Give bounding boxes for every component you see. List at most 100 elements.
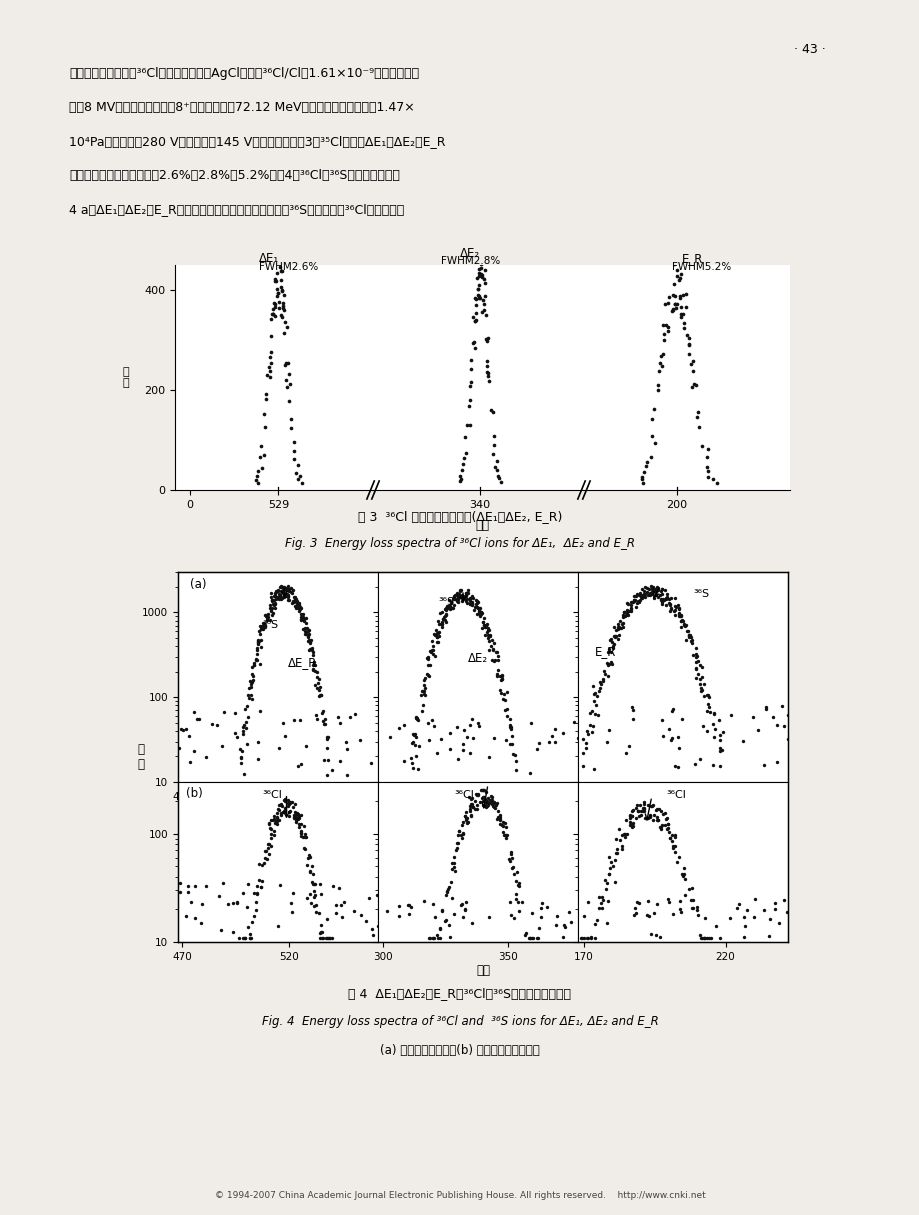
Point [230,892,244,911]
Point [487,650,502,669]
Point [456,587,471,606]
Point [662,892,676,911]
Point [296,610,311,629]
Point [269,279,284,299]
Point [255,620,270,639]
Point [573,928,587,948]
Point [431,623,446,643]
Point [278,725,292,745]
Point [246,906,261,926]
Point [463,790,478,809]
Point [291,806,306,825]
Point [667,836,682,855]
Point [290,757,305,776]
Point [270,283,285,303]
Point [465,588,480,608]
Point [251,632,266,651]
Point [271,801,286,820]
Point [694,680,709,700]
Point [281,391,296,411]
Point [630,801,645,820]
Point [274,305,289,324]
Point [267,593,282,612]
Point [294,608,309,627]
Point [602,631,617,650]
Point [620,605,635,625]
Text: (a) 是无门时的能谱；(b) 是设置门时的能谱。: (a) 是无门时的能谱；(b) 是设置门时的能谱。 [380,1044,539,1057]
Point [478,616,493,635]
Point [506,864,521,883]
Point [447,861,461,881]
Point [659,809,674,829]
Point [471,785,485,804]
Point [472,599,487,618]
Point [599,874,614,893]
Point [495,816,510,836]
Point [487,798,502,818]
Point [735,731,750,751]
Point [251,733,266,752]
Point [411,736,425,756]
Point [675,286,690,305]
Point [409,727,424,746]
Point [494,473,508,492]
Point [450,825,465,844]
Point [273,803,288,823]
Point [600,655,615,674]
Point [297,622,312,642]
Point [640,578,654,598]
Point [437,606,451,626]
Point [416,676,431,695]
Point [249,876,264,895]
Point [269,588,284,608]
Point [435,612,449,632]
Point [444,598,459,617]
Point [427,908,442,927]
Point [286,431,301,451]
Point [646,399,661,418]
Point [455,829,470,848]
Point [670,728,685,747]
Point [339,764,354,784]
Point [462,796,477,815]
Point [473,238,488,258]
Point [258,390,273,409]
Point [258,418,273,437]
Point [454,825,469,844]
Point [486,651,501,671]
Point [272,584,287,604]
Point [449,583,464,603]
Point [291,818,306,837]
Point [492,810,506,830]
Point [225,893,240,912]
Point [692,928,707,948]
Point [661,589,675,609]
Point [358,911,373,931]
Point [499,683,514,702]
Point [462,390,477,409]
Point [307,885,322,904]
Point [319,928,334,948]
Point [607,830,622,849]
Point [271,293,286,312]
Point [673,296,687,316]
Point [675,858,690,877]
Point [643,925,658,944]
Point [485,445,500,464]
Point [410,710,425,729]
Point [464,592,479,611]
Point [745,707,760,727]
Point [634,584,649,604]
Point [408,746,423,765]
Point [456,908,471,927]
Point [292,598,307,617]
Point [391,906,406,926]
Point [274,278,289,298]
Point [267,590,281,610]
Point [269,808,284,827]
Point [261,833,276,853]
Point [307,652,322,672]
Point [739,900,754,920]
Point [624,816,639,836]
Point [587,915,602,934]
